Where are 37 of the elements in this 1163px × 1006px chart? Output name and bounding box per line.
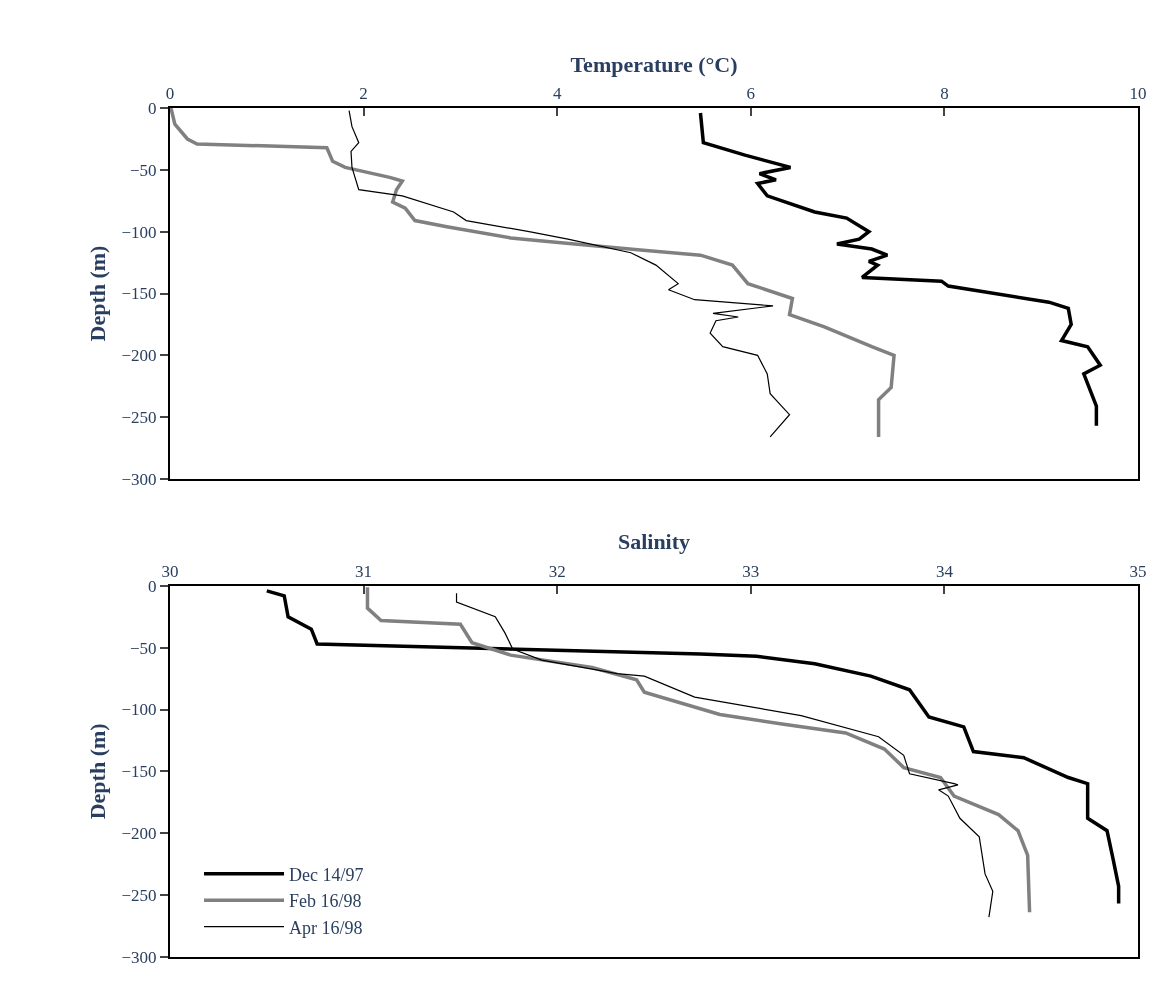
x-tick-label: 10 [1129, 84, 1147, 104]
x-tick-label: 2 [359, 84, 368, 104]
x-tick-label: 34 [935, 562, 954, 582]
line-series [348, 109, 791, 438]
y-tick-label: −200 [121, 824, 157, 844]
line-series [698, 111, 1102, 428]
y-tick-label: −250 [121, 408, 157, 428]
y-axis-title: Depth (m) [84, 245, 110, 342]
y-tick-label: 0 [148, 576, 157, 596]
x-axis-title: Salinity [617, 529, 691, 555]
x-tick-label: 8 [940, 84, 949, 104]
y-tick-label: −250 [121, 885, 157, 905]
legend-label: Apr 16/98 [289, 917, 363, 938]
y-tick-label: −100 [121, 700, 157, 720]
y-tick-label: −100 [121, 222, 157, 242]
x-tick-label: 35 [1129, 562, 1147, 582]
line-series [170, 108, 896, 439]
y-axis-title: Depth (m) [84, 723, 110, 820]
x-tick-label: 6 [746, 84, 756, 104]
y-tick-label: −150 [121, 762, 157, 782]
y-tick-label: 0 [148, 99, 157, 119]
x-tick-label: 31 [355, 562, 373, 582]
y-tick-label: −300 [121, 947, 157, 967]
y-tick-label: −50 [130, 638, 157, 658]
x-axis-title: Temperature (°C) [570, 51, 738, 77]
y-tick-label: −150 [121, 284, 157, 304]
legend-label: Dec 14/97 [289, 864, 364, 885]
x-tick-label: 30 [161, 562, 179, 582]
x-tick-label: 33 [742, 562, 760, 582]
legend-label: Feb 16/98 [289, 891, 362, 912]
x-tick-label: 32 [548, 562, 566, 582]
x-tick-label: 0 [165, 84, 175, 104]
y-tick-label: −300 [121, 469, 157, 489]
x-tick-label: 4 [552, 84, 562, 104]
y-tick-label: −200 [121, 346, 157, 366]
y-tick-label: −50 [130, 160, 157, 180]
line-series [365, 585, 1032, 914]
